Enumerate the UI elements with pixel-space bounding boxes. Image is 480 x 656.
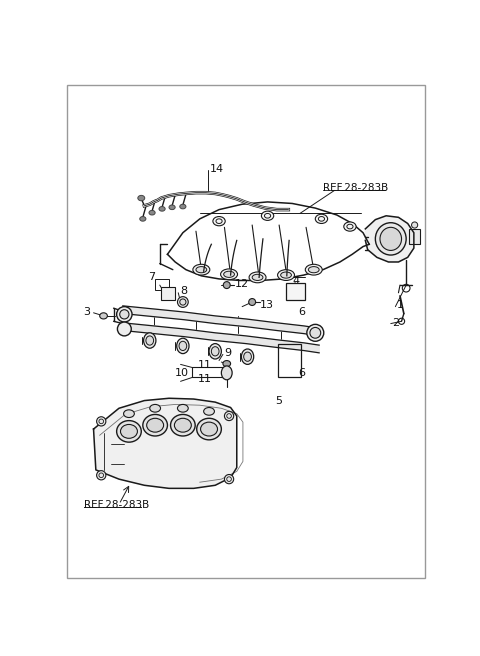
Ellipse shape [241,349,254,364]
Bar [161,287,175,300]
Polygon shape [123,323,319,353]
Ellipse shape [140,216,146,221]
Ellipse shape [147,419,164,432]
Ellipse shape [307,324,324,341]
Ellipse shape [177,338,189,354]
Text: 4: 4 [292,276,300,286]
Text: 8: 8 [180,286,187,297]
Text: 13: 13 [260,300,274,310]
Ellipse shape [118,322,131,336]
Text: 9: 9 [225,348,231,358]
Ellipse shape [144,333,156,348]
Ellipse shape [249,272,266,283]
Ellipse shape [252,274,263,281]
Ellipse shape [344,222,356,231]
Ellipse shape [197,419,221,440]
Ellipse shape [120,310,129,319]
Ellipse shape [117,306,132,322]
Ellipse shape [143,415,168,436]
Ellipse shape [117,420,141,442]
Ellipse shape [96,417,106,426]
Ellipse shape [211,346,219,356]
Ellipse shape [225,474,234,483]
Ellipse shape [305,264,322,275]
Ellipse shape [223,281,230,289]
Ellipse shape [411,222,418,228]
Text: 5: 5 [275,396,282,405]
Ellipse shape [178,297,188,308]
Ellipse shape [204,407,215,415]
Ellipse shape [262,211,274,220]
Ellipse shape [180,204,186,209]
Ellipse shape [375,222,406,255]
Ellipse shape [244,352,252,361]
Text: 12: 12 [234,279,249,289]
Bar [278,344,301,377]
Ellipse shape [213,216,225,226]
Text: 10: 10 [175,368,189,378]
Text: 11: 11 [198,360,212,370]
Ellipse shape [221,366,232,380]
Ellipse shape [209,344,221,359]
Ellipse shape [178,405,188,412]
Ellipse shape [100,313,108,319]
Ellipse shape [179,341,187,350]
Ellipse shape [170,415,195,436]
Ellipse shape [310,327,321,338]
Text: 1: 1 [397,300,404,310]
Ellipse shape [149,211,155,215]
Text: 6: 6 [299,307,305,317]
Text: 11: 11 [198,374,212,384]
Ellipse shape [221,269,238,279]
Ellipse shape [169,205,175,210]
Text: 6: 6 [299,368,305,378]
Ellipse shape [174,419,192,432]
Ellipse shape [315,215,328,224]
Ellipse shape [159,207,165,211]
Text: REF.28-283B: REF.28-283B [323,183,388,193]
Ellipse shape [308,266,319,273]
Ellipse shape [96,470,106,480]
Ellipse shape [138,195,145,201]
Ellipse shape [150,405,160,412]
Ellipse shape [146,336,154,345]
Ellipse shape [380,228,402,251]
Ellipse shape [249,298,256,306]
Text: 14: 14 [210,164,224,174]
Polygon shape [94,398,237,488]
Ellipse shape [223,361,230,367]
Ellipse shape [225,411,234,420]
Ellipse shape [193,264,210,275]
Text: 3: 3 [84,307,90,317]
Polygon shape [365,216,414,262]
Bar [286,283,304,300]
Polygon shape [123,306,319,336]
Ellipse shape [201,422,217,436]
Ellipse shape [196,266,207,273]
Text: 7: 7 [148,272,155,282]
Bar [155,279,169,290]
Ellipse shape [281,272,291,278]
Ellipse shape [120,424,137,438]
Bar [409,229,420,244]
Text: 2: 2 [392,318,399,328]
Ellipse shape [224,271,234,277]
Text: REF.28-283B: REF.28-283B [84,501,150,510]
Ellipse shape [123,410,134,417]
Ellipse shape [277,270,295,281]
